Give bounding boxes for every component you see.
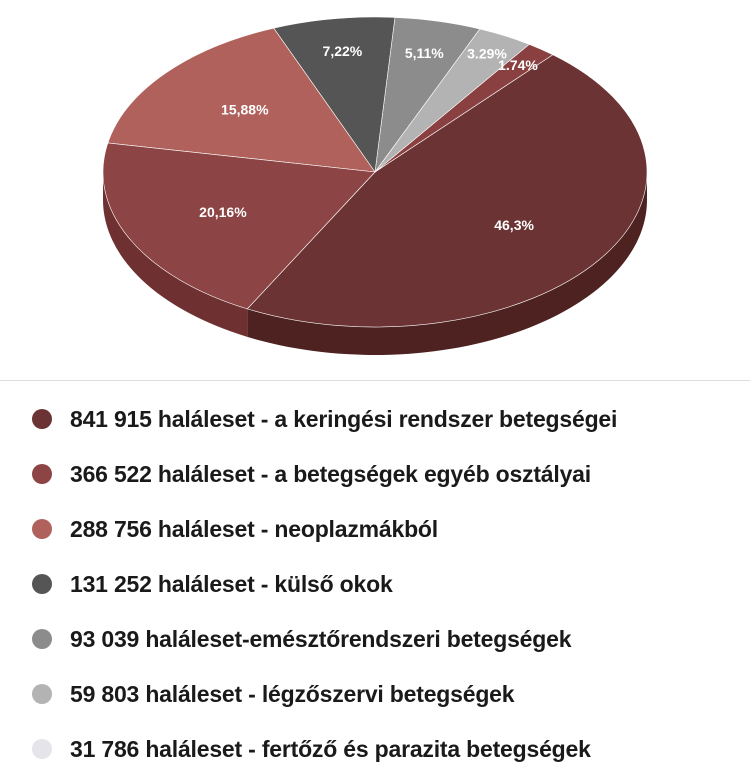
legend-dot-icon bbox=[32, 409, 52, 429]
chart-legend-divider bbox=[0, 380, 750, 381]
legend-label: 288 756 haláleset - neoplazmákból bbox=[70, 515, 438, 542]
legend-label: 59 803 haláleset - légzőszervi betegsége… bbox=[70, 680, 515, 707]
slice-value-label: 3.29% bbox=[467, 46, 507, 62]
legend-label: 31 786 haláleset - fertőző és parazita b… bbox=[70, 735, 591, 762]
legend-dot-icon bbox=[32, 739, 52, 759]
pie-slice-1 bbox=[246, 54, 648, 328]
legend-label: 131 252 haláleset - külső okok bbox=[70, 570, 393, 597]
pie-slice-side bbox=[247, 172, 647, 355]
slice-value-label: 7,22% bbox=[323, 43, 363, 59]
slice-value-label: 20,16% bbox=[199, 204, 247, 220]
slice-value-label: 5,11% bbox=[405, 45, 444, 61]
pie-slice-side bbox=[103, 172, 248, 337]
slice-value-label: 1.74% bbox=[498, 57, 538, 73]
slice-value-label: 15,88% bbox=[221, 102, 269, 118]
legend-dot-icon bbox=[32, 519, 52, 539]
legend-dot-icon bbox=[32, 464, 52, 484]
pie-chart: 46,3% 1.74% 3.29% 5,11% 7,22% 15,88% 20,16% bbox=[0, 0, 750, 378]
slice-value-label: 46,3% bbox=[494, 217, 534, 233]
legend-dot-icon bbox=[32, 629, 52, 649]
pie-slice-7 bbox=[102, 142, 376, 310]
legend-label: 93 039 haláleset-emésztőrendszeri betegs… bbox=[70, 625, 572, 652]
pie-chart-svg: 46,3% 1.74%3.29% 5,11% 7,22% 15,88% 20,16% bbox=[102, 16, 648, 355]
pie-slice-6 bbox=[107, 27, 376, 173]
legend-dot-icon bbox=[32, 684, 52, 704]
legend-label: 841 915 haláleset - a keringési rendszer… bbox=[70, 405, 618, 432]
pie-slice-5 bbox=[273, 16, 396, 173]
legend-dot-icon bbox=[32, 574, 52, 594]
legend-label: 366 522 haláleset - a betegségek egyéb o… bbox=[70, 460, 591, 487]
